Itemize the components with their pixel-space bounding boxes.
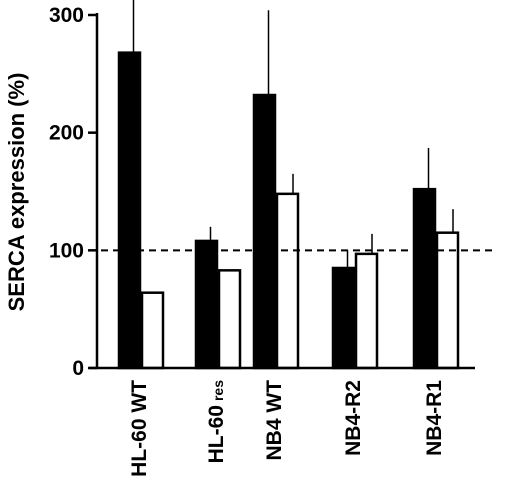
bar-series2-4 <box>435 231 460 370</box>
bars <box>117 51 460 370</box>
x-axis-category-labels: HL-60 WT HL-60 res NB4 WT NB4-R2 NB4-R1 <box>128 380 446 477</box>
category-label-4: NB4-R1 <box>423 380 446 456</box>
bar-series2-1 <box>217 269 242 370</box>
y-axis-label: SERCA expression (%) <box>4 73 29 312</box>
y-tick-label-2: 200 <box>49 122 84 145</box>
category-label-0: HL-60 WT <box>128 380 151 477</box>
bar-series1-1 <box>194 239 219 370</box>
category-label-1: HL-60 res <box>205 380 228 464</box>
bar-series2-2 <box>275 192 300 370</box>
bar-series1-2 <box>252 93 277 370</box>
bar-series1-0 <box>117 51 142 370</box>
y-tick-label-0: 0 <box>72 357 84 380</box>
bar-series1-4 <box>412 187 437 370</box>
bar-series2-3 <box>354 252 379 370</box>
category-label-3: NB4-R2 <box>342 380 365 456</box>
error-bars <box>132 0 454 268</box>
y-tick-label-1: 100 <box>49 239 84 262</box>
bar-series1-3 <box>331 266 356 370</box>
category-mainlabel-1: HL-60 <box>205 405 228 463</box>
y-axis-ticks: 0 100 200 300 <box>49 4 97 380</box>
category-sublabel-1: res <box>210 380 226 401</box>
category-label-2: NB4 WT <box>263 380 286 461</box>
y-tick-label-3: 300 <box>49 4 84 27</box>
bar-series2-0 <box>140 291 165 370</box>
